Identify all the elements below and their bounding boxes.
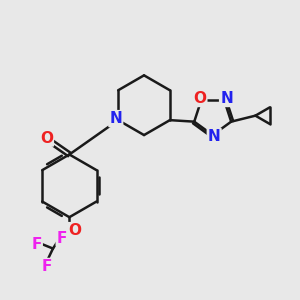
- Text: N: N: [220, 91, 233, 106]
- Text: O: O: [193, 91, 206, 106]
- Text: F: F: [42, 259, 52, 274]
- Text: F: F: [31, 237, 42, 252]
- Text: O: O: [40, 130, 53, 146]
- Text: N: N: [208, 129, 220, 144]
- Text: O: O: [68, 223, 81, 238]
- Text: N: N: [110, 111, 122, 126]
- Text: F: F: [57, 231, 67, 246]
